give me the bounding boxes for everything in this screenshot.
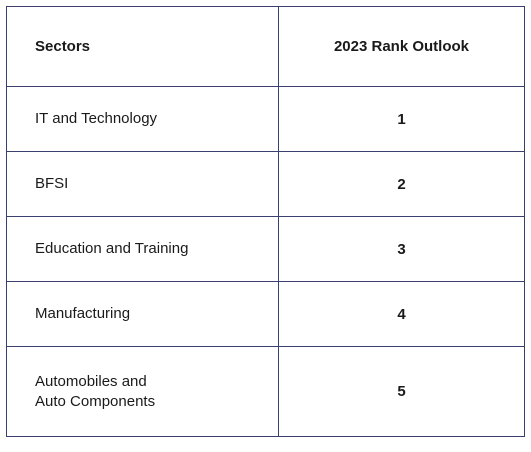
sector-label-line2: Auto Components (35, 392, 156, 410)
rank-cell: 1 (278, 86, 525, 152)
rank-cell: 2 (278, 151, 525, 217)
sector-cell: IT and Technology (6, 86, 279, 152)
rank-cell: 4 (278, 281, 525, 347)
header-rank-outlook: 2023 Rank Outlook (278, 6, 525, 87)
header-sectors: Sectors (6, 6, 279, 87)
sector-label-line1: Automobiles and (35, 372, 147, 390)
sector-cell: BFSI (6, 151, 279, 217)
table-header-row: Sectors 2023 Rank Outlook (6, 6, 525, 87)
sector-cell: Education and Training (6, 216, 279, 282)
rank-cell: 5 (278, 346, 525, 437)
sector-cell: Manufacturing (6, 281, 279, 347)
rank-outlook-table: Sectors 2023 Rank Outlook IT and Technol… (6, 6, 525, 437)
rank-cell: 3 (278, 216, 525, 282)
table-row: Manufacturing 4 (6, 281, 525, 347)
sector-rank-table: Sectors 2023 Rank Outlook IT and Technol… (6, 6, 525, 437)
table-row: Automobiles and Auto Components 5 (6, 346, 525, 437)
table-row: Education and Training 3 (6, 216, 525, 282)
table-row: IT and Technology 1 (6, 86, 525, 152)
table-row: BFSI 2 (6, 151, 525, 217)
sector-cell: Automobiles and Auto Components (6, 346, 279, 437)
